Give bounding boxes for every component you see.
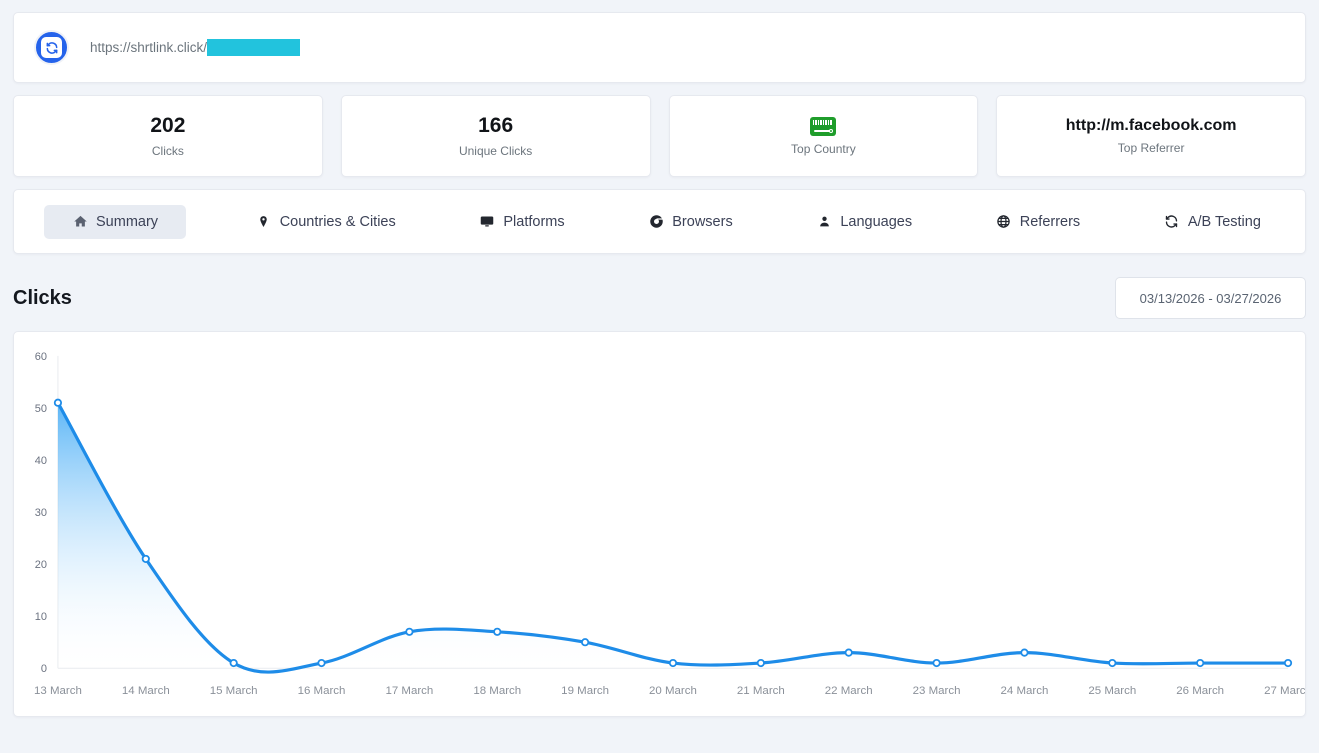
svg-text:15 March: 15 March [210,685,258,697]
stat-value-unique-clicks: 166 [478,113,514,137]
svg-text:25 March: 25 March [1088,685,1136,697]
svg-text:20 March: 20 March [649,685,697,697]
svg-text:13 March: 13 March [34,685,82,697]
stat-card-clicks: 202 Clicks [13,95,323,177]
svg-text:24 March: 24 March [1001,685,1049,697]
redaction-block [207,39,301,56]
stat-value-top-referrer: http://m.facebook.com [1065,116,1237,134]
stats-row: 202 Clicks 166 Unique Clicks Top Country… [13,95,1306,177]
short-url-card: https://shrtlink.click/ [13,12,1306,83]
tab-referrers[interactable]: Referrers [982,205,1094,239]
saudi-arabia-flag-icon [810,116,837,136]
stat-label-top-country: Top Country [791,141,856,156]
tab-ab-testing-label: A/B Testing [1187,213,1261,230]
stat-label-top-referrer: Top Referrer [1117,141,1185,156]
tab-browsers-label: Browsers [672,213,733,230]
monitor-icon [479,214,495,230]
svg-text:23 March: 23 March [913,685,961,697]
tab-platforms[interactable]: Platforms [465,205,578,239]
short-url-prefix: https://shrtlink.click/ [90,40,208,55]
stat-label-unique-clicks: Unique Clicks [458,144,533,159]
svg-text:40: 40 [35,455,47,467]
tab-referrers-label: Referrers [1019,213,1081,230]
tab-ab-testing[interactable]: A/B Testing [1150,205,1275,239]
tab-summary[interactable]: Summary [44,204,187,239]
tab-browsers[interactable]: Browsers [634,205,746,239]
svg-text:60: 60 [35,351,47,363]
tab-languages-label: Languages [840,213,913,230]
map-pin-icon [256,214,272,230]
short-url-display[interactable]: https://shrtlink.click/ [90,39,301,56]
page-title: Clicks [13,286,72,309]
globe-icon [996,214,1012,230]
tab-platforms-label: Platforms [503,213,565,230]
tab-countries-cities-label: Countries & Cities [279,213,396,230]
tab-bar: Summary Countries & Cities Platforms Bro… [13,189,1306,254]
svg-text:16 March: 16 March [298,685,346,697]
svg-text:26 March: 26 March [1176,685,1224,697]
svg-text:0: 0 [41,663,47,675]
browser-globe-icon [648,214,664,230]
svg-text:27 March: 27 March [1264,685,1305,697]
svg-text:19 March: 19 March [561,685,609,697]
home-icon [72,214,88,230]
svg-text:21 March: 21 March [737,685,785,697]
stat-card-top-referrer: http://m.facebook.com Top Referrer [996,95,1306,177]
svg-text:10: 10 [35,611,47,623]
stat-label-clicks: Clicks [151,144,184,159]
clicks-section-header: Clicks 03/13/2026 - 03/27/2026 [13,277,1306,319]
sync-refresh-icon [34,30,69,65]
stat-card-unique-clicks: 166 Unique Clicks [340,95,651,177]
svg-text:22 March: 22 March [825,685,873,697]
tab-summary-label: Summary [96,213,159,230]
svg-text:17 March: 17 March [385,685,433,697]
tab-languages[interactable]: Languages [802,205,926,239]
svg-text:50: 50 [35,403,47,415]
stat-card-top-country: Top Country [668,95,979,177]
stat-value-clicks: 202 [150,113,186,137]
clicks-chart-card: 0 10 20 30 40 50 60 13 March 14 March 15 March 16 … [13,331,1306,717]
clicks-line-chart[interactable]: 0 10 20 30 40 50 60 13 March 14 March 15 March 16 … [14,332,1305,716]
svg-text:30: 30 [35,507,47,519]
date-range-picker[interactable]: 03/13/2026 - 03/27/2026 [1115,277,1306,319]
person-icon [816,214,832,230]
refresh-icon [1164,214,1180,230]
date-range-value: 03/13/2026 - 03/27/2026 [1139,290,1282,306]
svg-text:18 March: 18 March [473,685,521,697]
svg-text:14 March: 14 March [122,685,170,697]
tab-countries-cities[interactable]: Countries & Cities [242,205,410,239]
svg-text:20: 20 [35,559,47,571]
